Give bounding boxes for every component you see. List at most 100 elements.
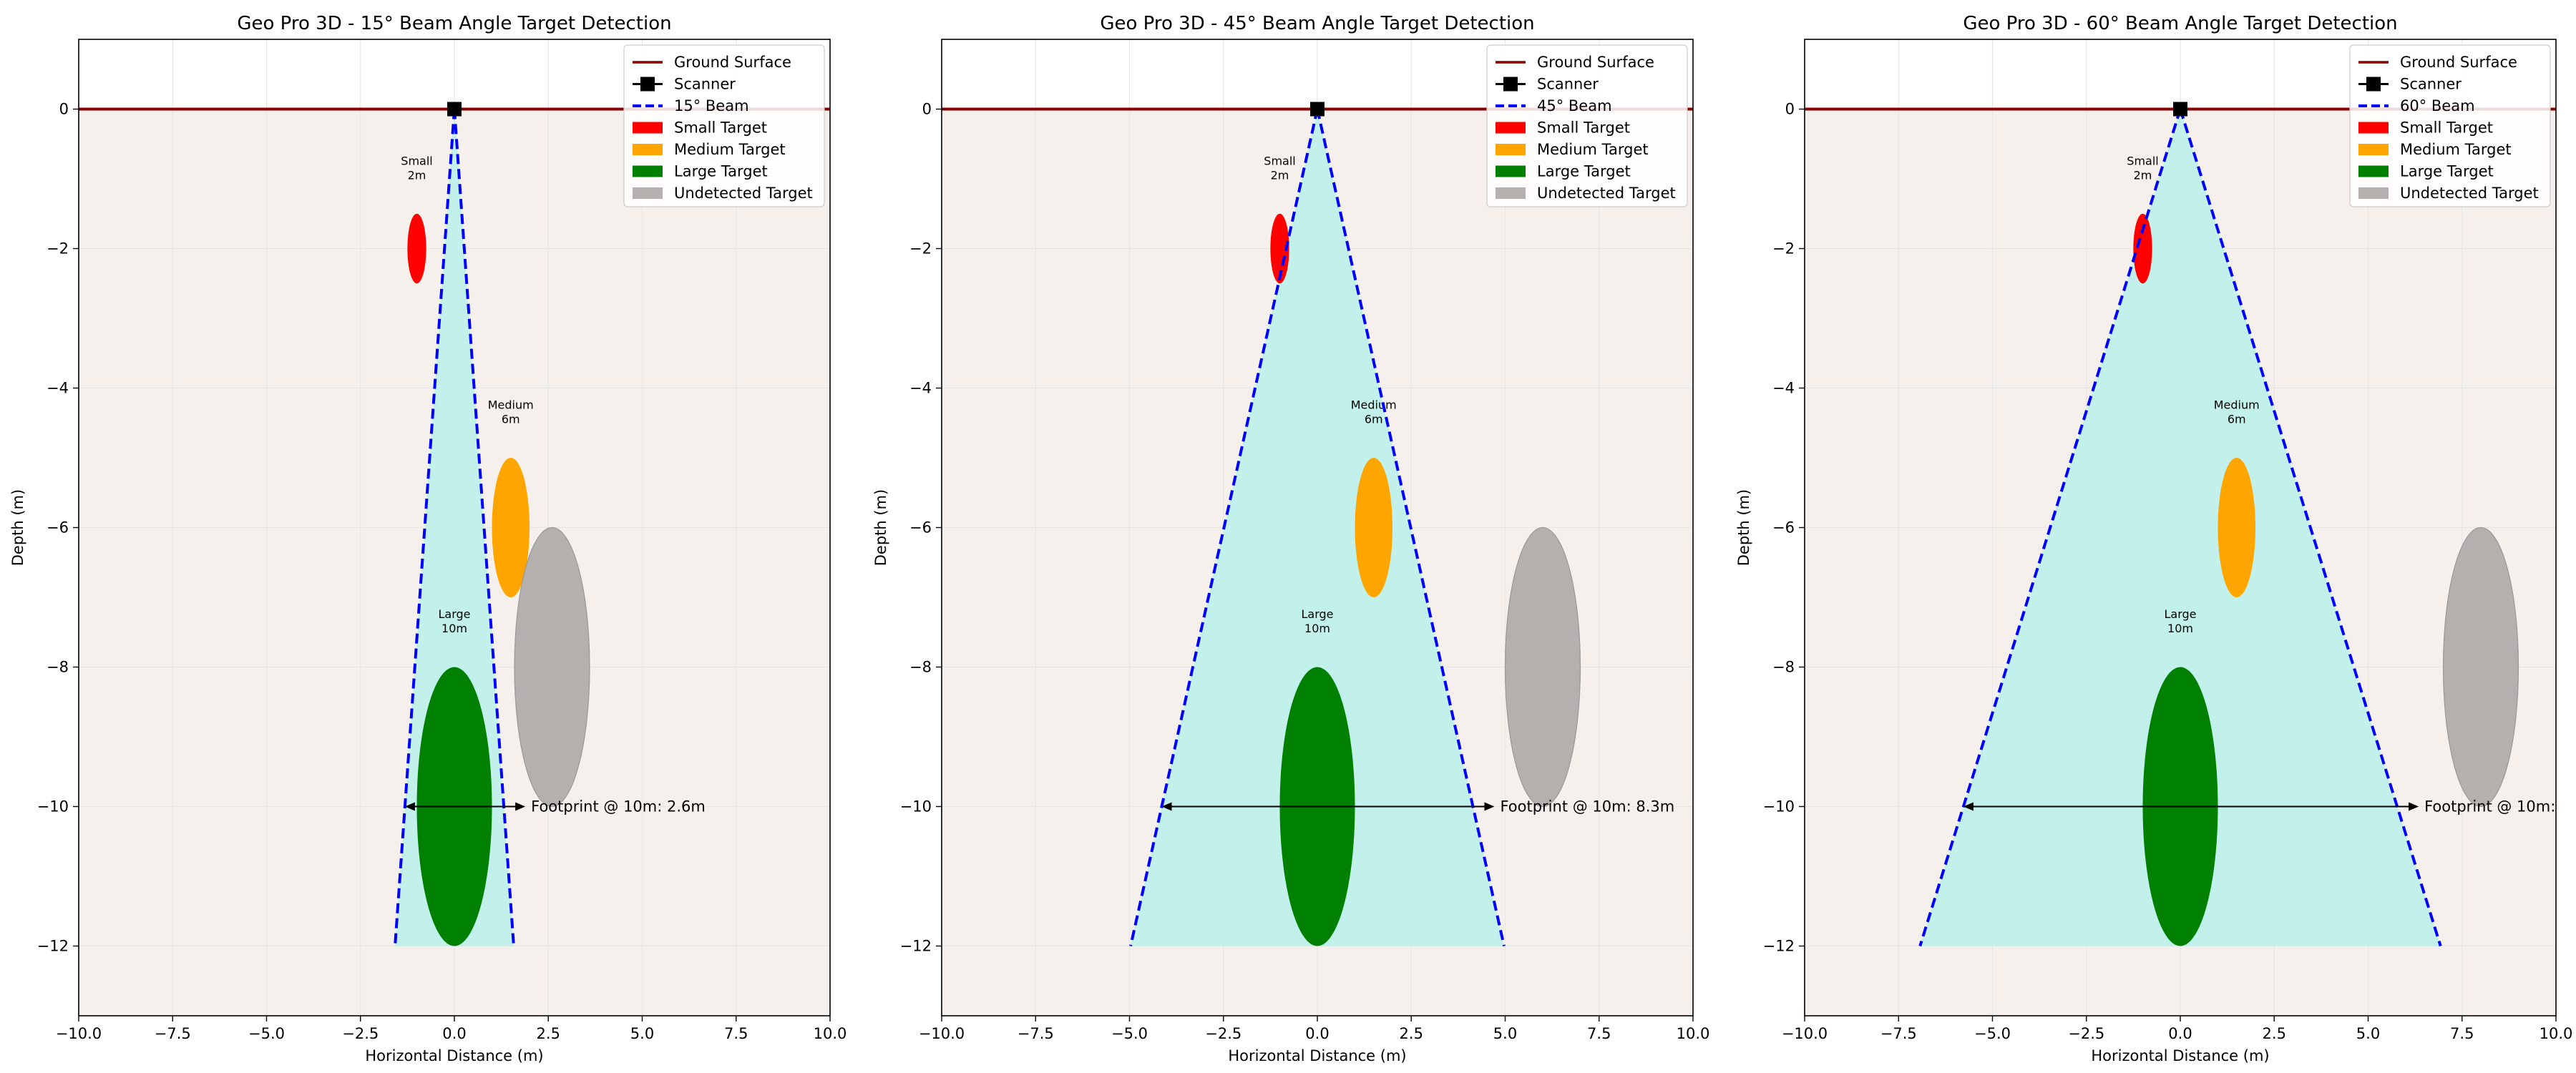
legend-entry-label: Undetected Target <box>1537 185 1676 202</box>
large-target-depth-label: 10m <box>1304 622 1330 635</box>
y-tick-label: −10 <box>900 798 932 815</box>
x-tick-label: −5.0 <box>1111 1025 1148 1042</box>
large-target-label: Large <box>1301 607 1333 621</box>
x-tick-label: 10.0 <box>2540 1025 2573 1042</box>
x-tick-label: 7.5 <box>2450 1025 2474 1042</box>
legend-small-swatch <box>633 122 663 134</box>
chart-title: Geo Pro 3D - 60° Beam Angle Target Detec… <box>1963 13 2397 34</box>
medium-target-depth-label: 6m <box>2228 413 2246 426</box>
legend-small-swatch <box>1496 122 1526 134</box>
legend-entry-label: 15° Beam <box>674 97 749 114</box>
x-tick-label: 5.0 <box>2356 1025 2380 1042</box>
undetected-target <box>2442 526 2519 808</box>
legend-entry-label: Small Target <box>2400 119 2493 137</box>
small-target <box>2133 213 2152 284</box>
medium-target-label: Medium <box>488 398 534 412</box>
x-tick-label: −2.5 <box>1205 1025 1241 1042</box>
legend-entry-label: Scanner <box>2400 76 2462 93</box>
y-tick-label: −2 <box>1772 240 1795 258</box>
legend-medium-swatch <box>633 144 663 155</box>
legend-entry-label: Ground Surface <box>674 54 791 71</box>
scanner-marker <box>2173 102 2187 117</box>
scanner-marker <box>447 102 462 117</box>
legend-entry-label: Scanner <box>1537 76 1599 93</box>
legend-small-swatch <box>2358 122 2389 134</box>
footprint-arrowhead-left <box>1963 802 1974 811</box>
y-tick-label: −8 <box>47 659 69 676</box>
y-axis-label: Depth (m) <box>1735 489 1752 566</box>
legend-undetected-swatch <box>1496 187 1526 199</box>
legend-medium-swatch <box>1496 144 1526 155</box>
y-tick-label: −4 <box>909 380 932 397</box>
x-tick-label: −2.5 <box>2068 1025 2104 1042</box>
footprint-arrowhead-left <box>1161 802 1172 811</box>
small-target-label: Small <box>2127 154 2158 167</box>
small-target-depth-label: 2m <box>1271 168 1289 182</box>
beam-fill <box>1920 109 2441 946</box>
x-tick-label: 2.5 <box>1400 1025 1423 1042</box>
medium-target-label: Medium <box>1351 398 1397 412</box>
footprint-arrowhead-right <box>1484 802 1495 811</box>
x-axis-label: Horizontal Distance (m) <box>365 1047 543 1064</box>
chart-title: Geo Pro 3D - 45° Beam Angle Target Detec… <box>1100 13 1534 34</box>
legend-scanner-marker <box>1503 77 1518 92</box>
small-target <box>407 213 426 284</box>
y-tick-label: −8 <box>909 659 932 676</box>
x-axis-label: Horizontal Distance (m) <box>1228 1047 1406 1064</box>
x-tick-label: 2.5 <box>2263 1025 2286 1042</box>
medium-target <box>492 458 530 597</box>
legend-box <box>2349 44 2551 207</box>
x-tick-label: 5.0 <box>630 1025 654 1042</box>
legend-entry-label: Ground Surface <box>1537 54 1654 71</box>
y-tick-label: −6 <box>47 519 69 536</box>
legend-large-swatch <box>2358 165 2389 177</box>
y-tick-label: −4 <box>1772 380 1795 397</box>
x-tick-label: −5.0 <box>1974 1025 2011 1042</box>
small-target-depth-label: 2m <box>408 168 426 182</box>
y-axis-label: Depth (m) <box>872 489 889 566</box>
x-tick-label: 0.0 <box>1305 1025 1329 1042</box>
legend-undetected-swatch <box>2358 187 2389 199</box>
y-tick-label: −12 <box>37 938 69 955</box>
medium-target-depth-label: 6m <box>1365 413 1383 426</box>
legend-entry-label: Medium Target <box>2400 141 2512 158</box>
legend-entry-label: Medium Target <box>1537 141 1649 158</box>
x-tick-label: 2.5 <box>537 1025 560 1042</box>
large-target-label: Large <box>2164 607 2196 621</box>
x-tick-label: 5.0 <box>1493 1025 1517 1042</box>
small-target-depth-label: 2m <box>2134 168 2152 182</box>
x-tick-label: 10.0 <box>814 1025 847 1042</box>
y-tick-label: −10 <box>37 798 69 815</box>
y-tick-label: −4 <box>47 380 69 397</box>
x-tick-label: 7.5 <box>1587 1025 1611 1042</box>
beam-fill <box>1131 109 1504 946</box>
legend-entry-label: 60° Beam <box>2400 97 2475 114</box>
footprint-label: Footprint @ 10m: 2.6m <box>531 798 706 815</box>
x-tick-label: −7.5 <box>1880 1025 1917 1042</box>
legend-entry-label: 45° Beam <box>1537 97 1612 114</box>
x-tick-label: 7.5 <box>724 1025 748 1042</box>
legend-entry-label: Scanner <box>674 76 736 93</box>
footprint-arrowhead-left <box>404 802 415 811</box>
y-tick-label: −10 <box>1763 798 1795 815</box>
medium-target-depth-label: 6m <box>502 413 520 426</box>
medium-target <box>1355 458 1392 597</box>
legend-entry-label: Large Target <box>674 163 768 180</box>
legend-large-swatch <box>633 165 663 177</box>
y-tick-label: 0 <box>922 101 932 118</box>
legend: Ground Surface Scanner 45° Beam Small Targe… <box>1486 44 1688 207</box>
medium-target <box>2218 458 2255 597</box>
legend-large-swatch <box>1496 165 1526 177</box>
small-target-label: Small <box>401 154 432 167</box>
medium-target-label: Medium <box>2214 398 2260 412</box>
x-axis-label: Horizontal Distance (m) <box>2091 1047 2269 1064</box>
legend-undetected-swatch <box>633 187 663 199</box>
y-tick-label: −2 <box>47 240 69 258</box>
x-tick-label: 10.0 <box>1677 1025 1710 1042</box>
x-tick-label: −10.0 <box>56 1025 102 1042</box>
x-tick-label: −5.0 <box>248 1025 285 1042</box>
